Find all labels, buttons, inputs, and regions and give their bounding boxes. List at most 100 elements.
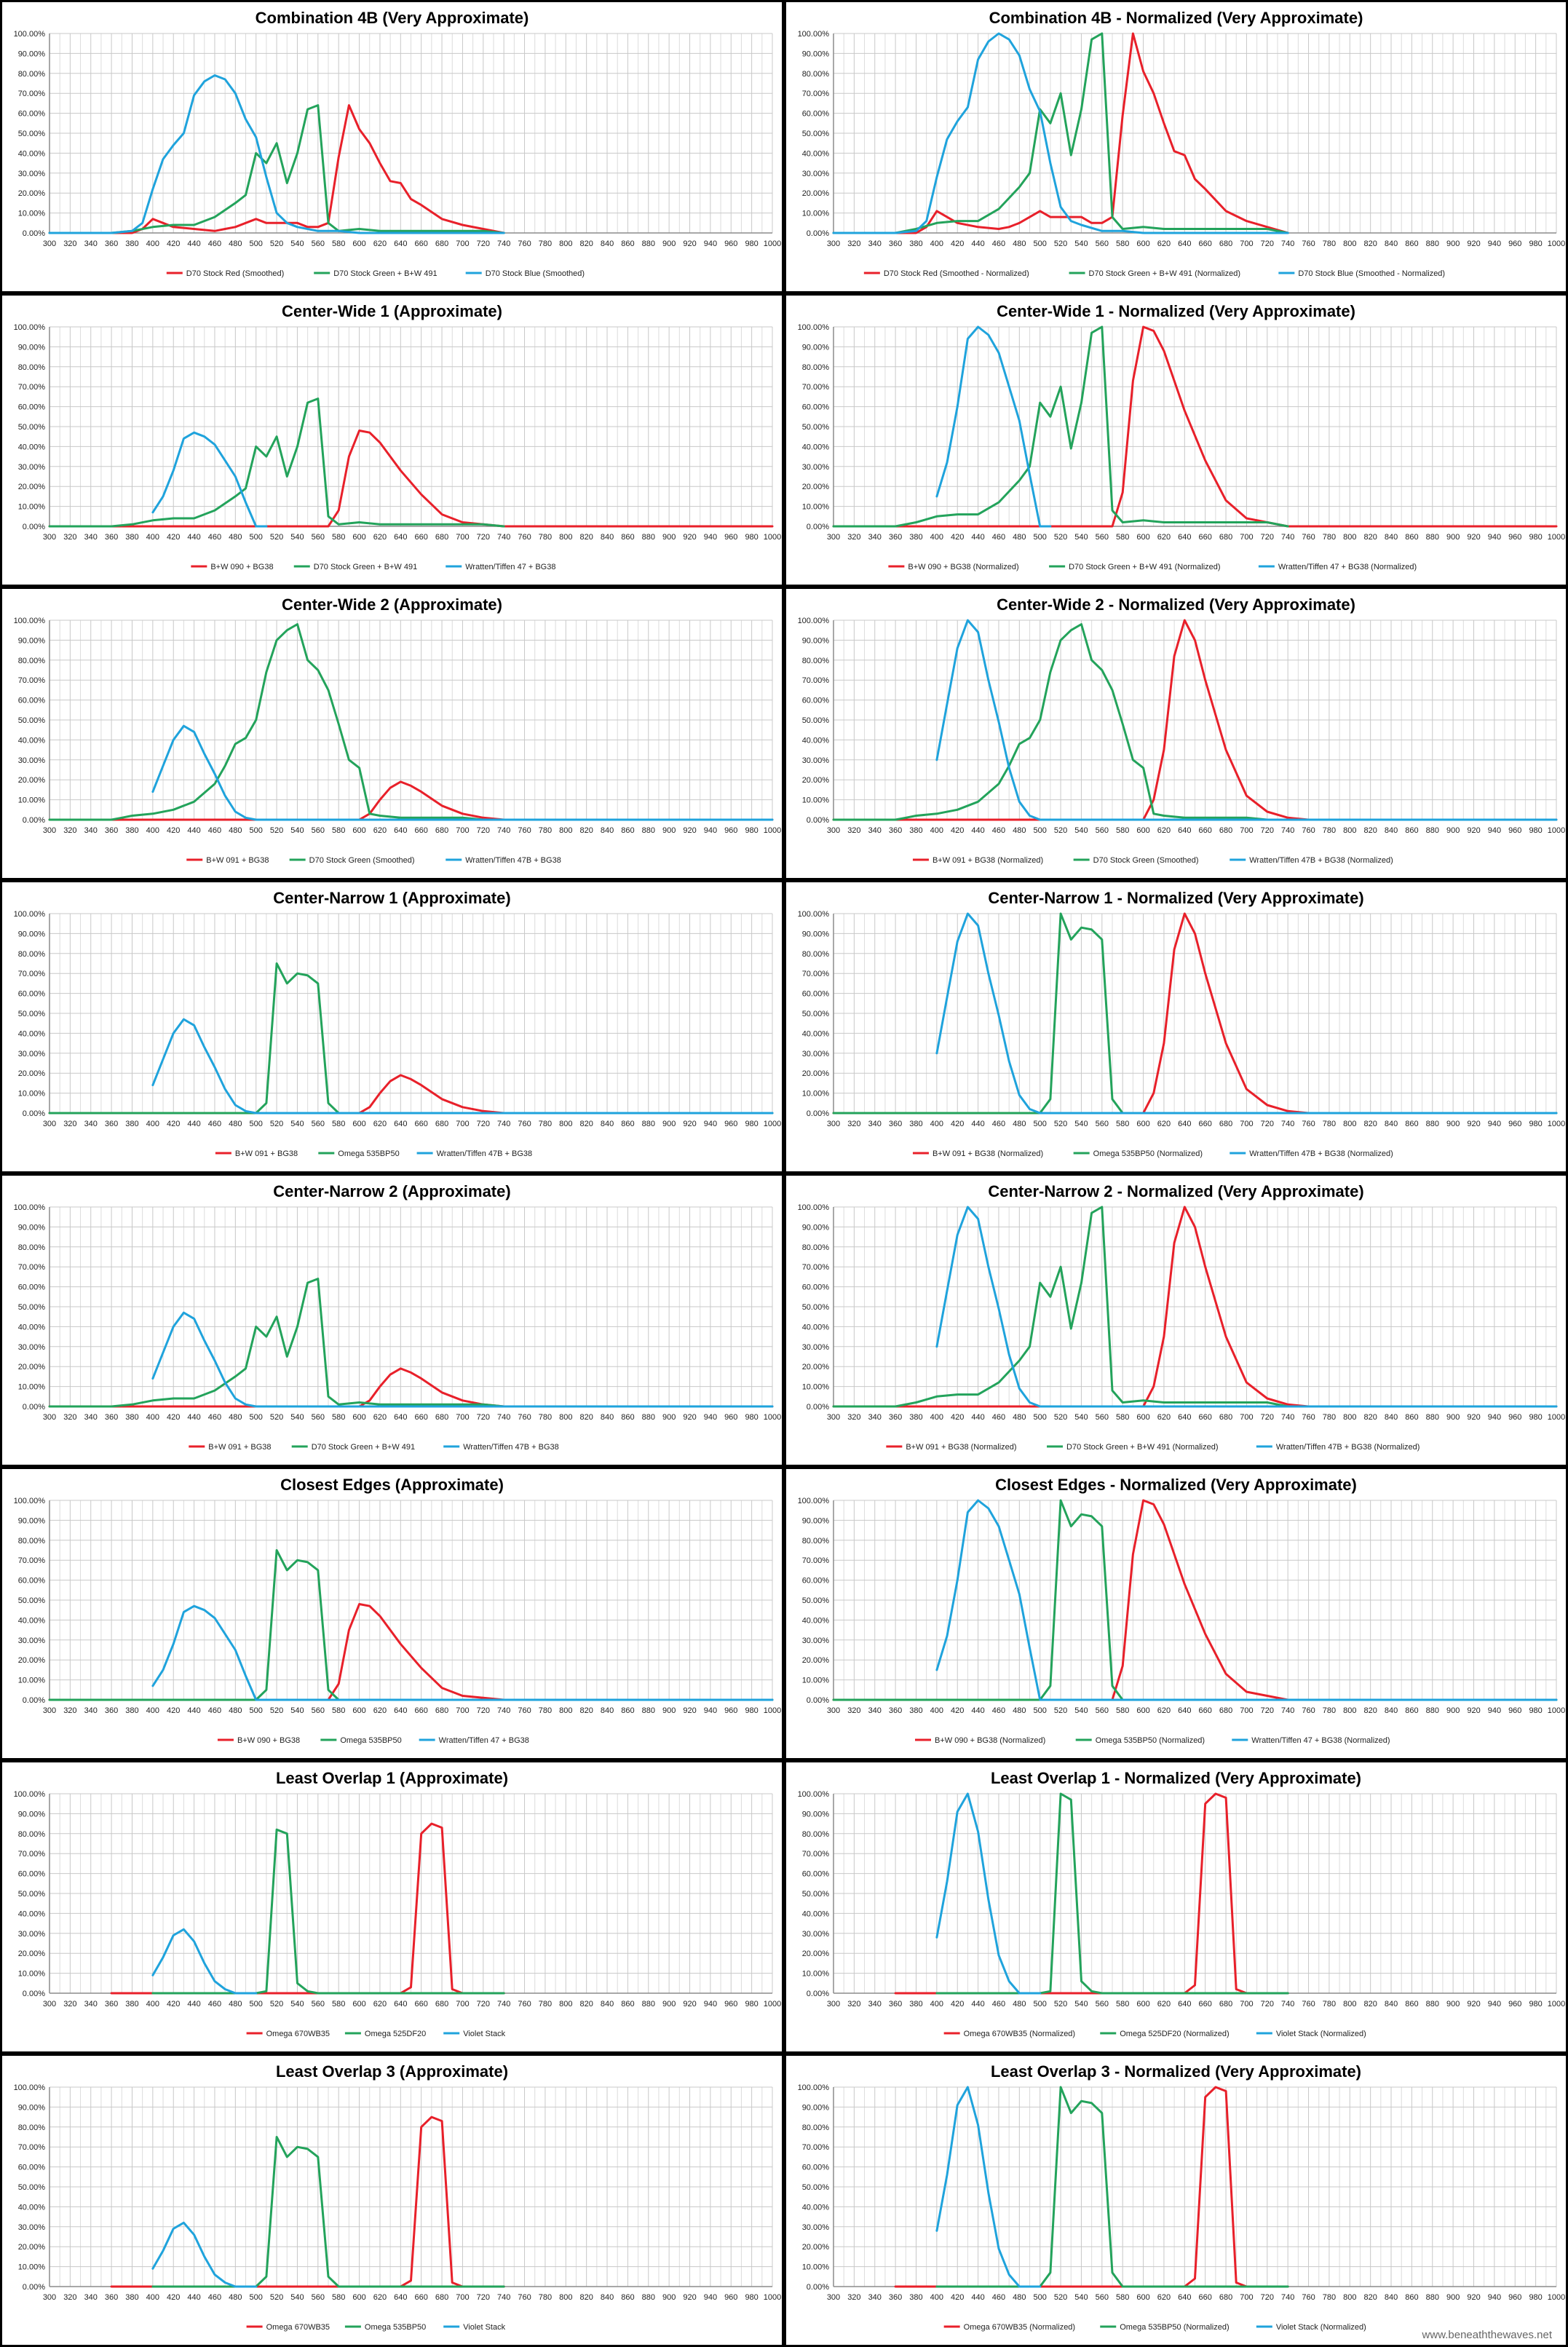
legend-item: Wratten/Tiffen 47B + BG38 [446,856,561,865]
x-tick-label: 780 [539,2000,552,2008]
legend-label: D70 Stock Red (Smoothed - Normalized) [884,269,1029,278]
y-tick-label: 30.00% [802,463,830,472]
x-tick-label: 900 [1446,240,1460,248]
x-tick-label: 500 [1034,826,1047,835]
x-tick-label: 660 [415,1413,428,1422]
x-tick-label: 360 [105,826,118,835]
x-tick-label: 400 [930,533,943,542]
x-tick-label: 660 [1199,2000,1212,2008]
x-tick-label: 920 [683,1413,696,1422]
legend-item: B+W 090 + BG38 (Normalized) [915,1736,1045,1745]
x-tick-label: 900 [662,533,676,542]
series-line-green [832,325,1289,528]
x-tick-label: 420 [167,1120,180,1128]
x-tick-label: 540 [290,826,304,835]
x-tick-label: 300 [827,2293,840,2302]
x-tick-label: 360 [105,2293,118,2302]
x-tick-label: 1000 [764,2000,781,2008]
y-tick-label: 30.00% [18,170,46,178]
x-tick-label: 1000 [764,1706,781,1715]
chart-panel-7: Center-Narrow 1 (Approximate) 0.00% 10.00%… [0,880,784,1174]
x-tick-label: 1000 [1548,240,1565,248]
x-tick-label: 520 [1054,1706,1067,1715]
y-tick-label: 0.00% [23,816,45,825]
x-tick-label: 880 [642,1413,655,1422]
x-tick-label: 360 [105,240,118,248]
x-tick-label: 320 [63,2000,76,2008]
x-tick-label: 400 [146,826,159,835]
x-tick-label: 480 [229,2293,242,2302]
x-tick-label: 840 [1385,240,1398,248]
y-tick-label: 60.00% [802,1283,830,1292]
y-tick-label: 20.00% [802,1656,830,1665]
x-tick-label: 960 [724,1413,737,1422]
legend-item: Omega 535BP50 [318,1149,400,1158]
x-tick-label: 300 [43,240,56,248]
x-tick-label: 980 [1529,2293,1542,2302]
x-tick-label: 400 [146,1706,159,1715]
y-tick-label: 20.00% [18,1069,46,1078]
y-tick-label: 40.00% [802,443,830,451]
x-tick-label: 880 [1426,240,1439,248]
x-tick-label: 840 [601,826,614,835]
y-tick-label: 60.00% [802,403,830,412]
x-tick-label: 380 [125,2000,138,2008]
x-tick-label: 860 [1405,2000,1418,2008]
x-tick-label: 620 [1157,2000,1171,2008]
x-tick-label: 820 [1363,2000,1377,2008]
x-tick-label: 720 [1261,533,1274,542]
x-tick-label: 340 [84,1706,98,1715]
x-tick-label: 580 [1116,533,1129,542]
y-tick-label: 70.00% [18,970,46,978]
x-tick-label: 820 [1363,240,1377,248]
x-tick-label: 560 [1096,1120,1109,1128]
y-tick-label: 20.00% [802,776,830,785]
x-tick-label: 500 [1034,1706,1047,1715]
x-tick-label: 500 [250,1120,263,1128]
legend-label: D70 Stock Red (Smoothed) [186,269,285,278]
x-tick-label: 500 [1034,1413,1047,1422]
x-tick-label: 480 [1013,1120,1026,1128]
x-tick-label: 580 [1116,1706,1129,1715]
x-tick-label: 440 [187,1120,200,1128]
y-tick-label: 70.00% [18,676,46,685]
legend-item: Omega 535BP50 [344,2323,426,2332]
x-tick-label: 900 [1446,533,1460,542]
x-tick-label: 420 [167,2293,180,2302]
x-tick-label: 460 [208,2293,221,2302]
y-tick-label: 80.00% [802,363,830,372]
y-tick-label: 30.00% [18,1343,46,1352]
x-tick-label: 640 [1178,2000,1191,2008]
y-tick-label: 90.00% [18,1810,46,1818]
x-tick-label: 880 [1426,2293,1439,2302]
y-tick-label: 0.00% [23,1990,45,1998]
x-tick-label: 500 [1034,533,1047,542]
x-tick-label: 720 [1261,2293,1274,2302]
x-tick-label: 600 [1136,2293,1149,2302]
x-tick-label: 620 [373,826,387,835]
x-tick-label: 880 [1426,1120,1439,1128]
x-tick-label: 660 [415,2000,428,2008]
y-tick-label: 30.00% [802,756,830,765]
series-line-green [935,1792,1289,1995]
y-tick-label: 50.00% [802,1010,830,1018]
y-tick-label: 80.00% [18,1243,46,1252]
x-tick-label: 940 [704,2000,717,2008]
chart-title: Center-Narrow 1 (Approximate) [273,889,510,907]
y-tick-label: 80.00% [802,657,830,665]
x-tick-label: 940 [1488,1120,1501,1128]
chart-panel-15: Least Overlap 3 (Approximate) 0.00% 10.00%… [0,2054,784,2347]
legend-label: D70 Stock Green + B+W 491 (Normalized) [1069,563,1220,571]
y-tick-label: 60.00% [802,990,830,999]
chart-title: Least Overlap 1 - Normalized (Very Appro… [991,1769,1361,1787]
legend-item: Omega 535BP50 (Normalized) [1100,2323,1230,2332]
legend-item: Violet Stack [443,2323,506,2332]
x-tick-label: 660 [415,533,428,542]
chart-panel-3: Center-Wide 1 (Approximate) 0.00% 10.00% 20… [0,293,784,587]
x-tick-label: 780 [539,1120,552,1128]
x-tick-label: 300 [827,1120,840,1128]
x-tick-label: 640 [394,1120,407,1128]
x-tick-label: 960 [724,826,737,835]
x-tick-label: 900 [1446,826,1460,835]
legend-item: Omega 535BP50 (Normalized) [1075,1736,1205,1745]
